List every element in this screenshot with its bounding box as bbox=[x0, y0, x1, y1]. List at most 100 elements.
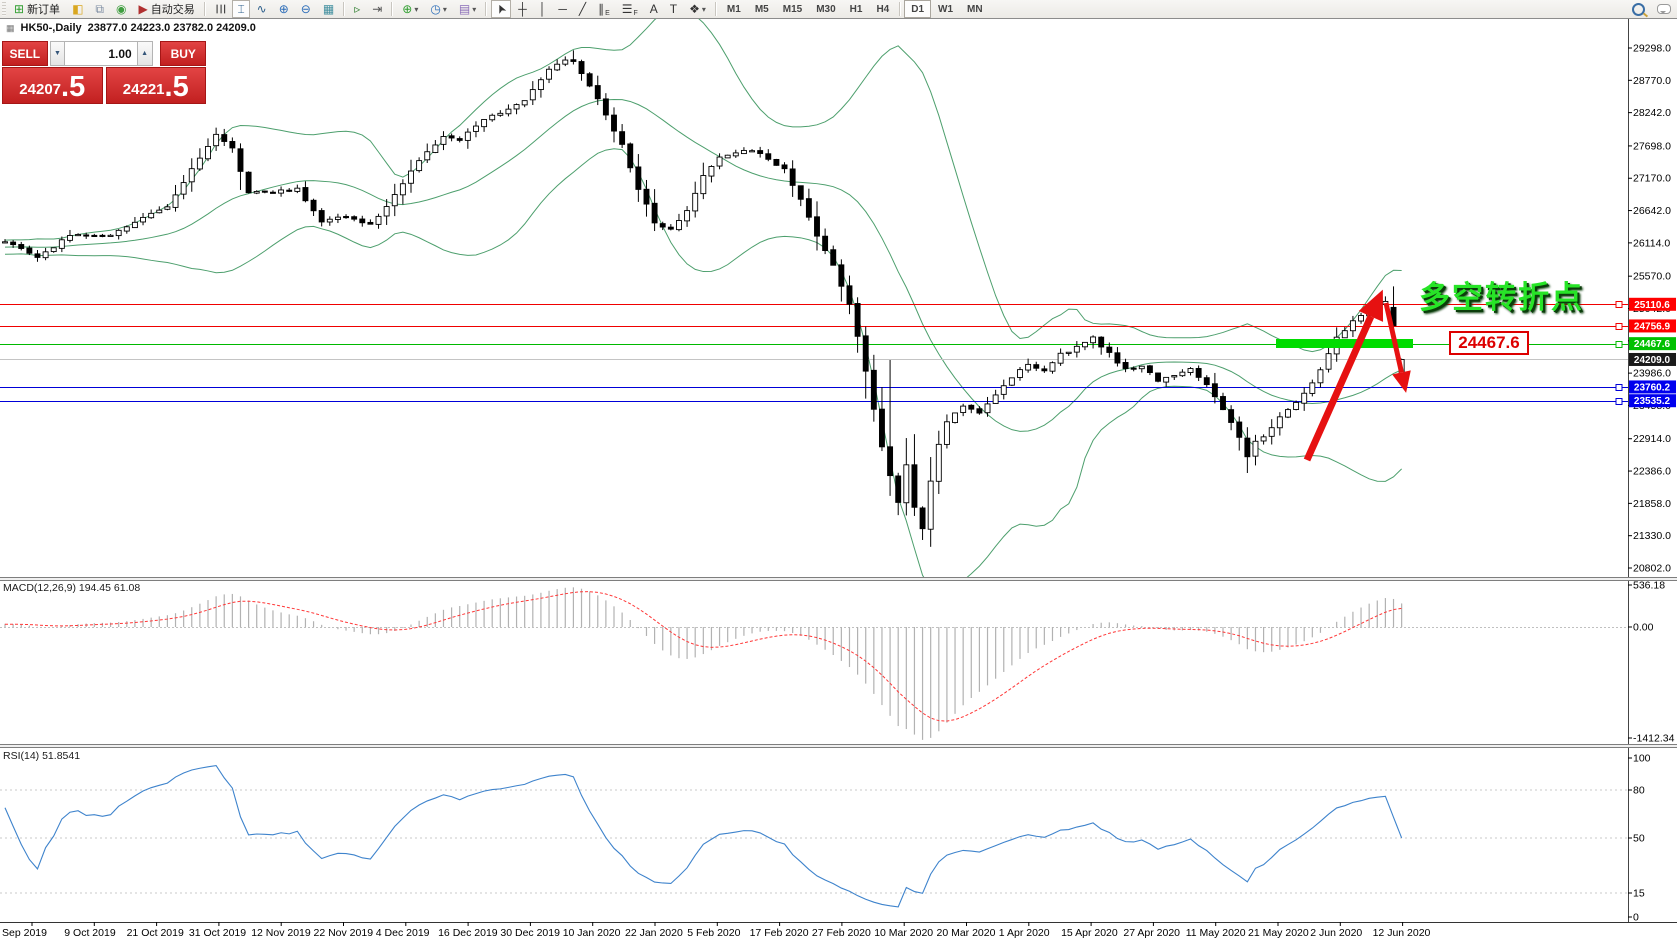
level-handle[interactable] bbox=[1615, 301, 1623, 308]
timeframe-h4-button[interactable]: H4 bbox=[876, 3, 890, 15]
candlestick-chart-button[interactable]: ⌶ bbox=[232, 0, 250, 18]
buy-price-frac: .5 bbox=[164, 71, 189, 103]
timeframe-m1-button[interactable]: M1 bbox=[726, 3, 741, 15]
timeframe-w1-button[interactable]: W1 bbox=[938, 3, 954, 15]
chart-shift-button[interactable]: ⇥ bbox=[367, 0, 387, 18]
horizontal-line-button[interactable]: ─ bbox=[553, 0, 572, 18]
new-order-icon: ⊞ bbox=[14, 2, 25, 16]
zoom-out-button[interactable]: ⊖ bbox=[296, 0, 316, 18]
price-tag[interactable]: 25110.6 bbox=[1629, 297, 1676, 311]
auto-scroll-button[interactable]: ▹ bbox=[349, 0, 365, 18]
rsi-axis-label: 0 bbox=[1633, 912, 1639, 924]
timeframe-m5-button[interactable]: M5 bbox=[754, 3, 769, 15]
chart-styles-button[interactable]: ◧ bbox=[67, 0, 88, 18]
sell-price-main: 24207 bbox=[19, 81, 62, 98]
dropdown-arrow-icon[interactable]: ▾ bbox=[442, 4, 447, 14]
buy-button[interactable]: BUY bbox=[160, 41, 207, 66]
arrows-button[interactable]: ❖ ▾ bbox=[684, 0, 711, 18]
search-icon[interactable] bbox=[1632, 2, 1645, 16]
fibonacci-button[interactable]: ☰ F bbox=[617, 0, 643, 18]
price-tag[interactable]: 23535.2 bbox=[1629, 394, 1676, 408]
price-tag[interactable]: 24756.9 bbox=[1629, 319, 1676, 333]
level-handle[interactable] bbox=[1615, 341, 1623, 348]
candles bbox=[2, 50, 1405, 547]
signals-icon: ◉ bbox=[115, 2, 127, 16]
toolbar-grip bbox=[2, 2, 6, 16]
date-axis-label: 21 Oct 2019 bbox=[127, 927, 184, 939]
sell-price-frac: .5 bbox=[61, 71, 86, 103]
annotation-turning-point-text[interactable]: 多空转折点 bbox=[1419, 280, 1584, 315]
macd-indicator-label: MACD(12,26,9) 194.45 61.08 bbox=[3, 582, 141, 594]
auto-trading-button[interactable]: ▶ 自动交易 bbox=[133, 0, 199, 18]
signals-button[interactable]: ◉ bbox=[111, 0, 131, 18]
dropdown-arrow-icon[interactable]: ▾ bbox=[472, 4, 477, 14]
bar-chart-button[interactable]: ☰ bbox=[210, 0, 231, 18]
trendline-button[interactable]: ╱ bbox=[574, 0, 591, 18]
date-axis-label: 21 May 2020 bbox=[1248, 927, 1309, 939]
templates-button[interactable]: ▤ ▾ bbox=[454, 0, 481, 18]
new-order-button[interactable]: ⊞ 新订单 bbox=[9, 0, 65, 18]
trendline-icon: ╱ bbox=[578, 2, 587, 16]
sell-button[interactable]: SELL bbox=[2, 41, 48, 66]
timeframe-d1-button[interactable]: D1 bbox=[904, 0, 932, 18]
timeframe-h1-button[interactable]: H1 bbox=[849, 3, 863, 15]
price-tag[interactable]: 24209.0 bbox=[1629, 352, 1676, 366]
bollinger-bands bbox=[4, 18, 1402, 577]
level-handle[interactable] bbox=[1615, 323, 1623, 330]
chat-icon[interactable] bbox=[1657, 4, 1671, 14]
cursor-button[interactable]: ➤ bbox=[491, 0, 512, 18]
equidistant-channel-button[interactable]: ∥ E bbox=[593, 0, 615, 18]
line-chart-button[interactable]: ∿ bbox=[252, 0, 272, 18]
crosshair-button[interactable]: ┼ bbox=[513, 0, 532, 18]
timeframe-m30-button[interactable]: M30 bbox=[816, 3, 836, 15]
price-axis-label: 29298.0 bbox=[1633, 43, 1671, 55]
volume-decrease-button[interactable]: ▼ bbox=[49, 41, 66, 66]
annotation-down-arrow[interactable] bbox=[1383, 302, 1411, 393]
level-handle[interactable] bbox=[1615, 384, 1623, 391]
zoom-in-button[interactable]: ⊕ bbox=[274, 0, 294, 18]
date-axis-label: 20 Mar 2020 bbox=[937, 927, 996, 939]
timeframe-mn-button[interactable]: MN bbox=[967, 3, 983, 15]
date-axis-label: 2 Jun 2020 bbox=[1310, 927, 1362, 939]
chart-window-icon: ▦ bbox=[6, 22, 15, 33]
auto-trading-icon: ▶ bbox=[138, 2, 148, 16]
buy-price-display[interactable]: 24221 .5 bbox=[105, 67, 206, 104]
annotation-price-label-box[interactable]: 24467.6 bbox=[1449, 331, 1529, 355]
price-axis-label: 21858.0 bbox=[1633, 498, 1671, 510]
macd-axis-label: -1412.34 bbox=[1633, 733, 1675, 745]
date-axis-label: 27 Feb 2020 bbox=[812, 927, 871, 939]
toolbar-separator bbox=[899, 2, 902, 16]
vertical-line-button[interactable]: │ bbox=[534, 0, 552, 18]
text-button[interactable]: A bbox=[645, 0, 663, 18]
profiles-button[interactable]: ⧉ bbox=[90, 0, 109, 18]
icon-subscript: F bbox=[633, 10, 638, 17]
dropdown-arrow-icon[interactable]: ▾ bbox=[414, 4, 419, 14]
annotation-up-arrow[interactable] bbox=[1303, 289, 1384, 462]
text-label-icon: T bbox=[669, 2, 678, 16]
date-axis-label: 1 Apr 2020 bbox=[999, 927, 1050, 939]
volume-increase-button[interactable]: ▲ bbox=[136, 41, 153, 66]
indicators-button[interactable]: ⊕ ▾ bbox=[397, 0, 423, 18]
price-axis-label: 28770.0 bbox=[1633, 75, 1671, 87]
toolbar-separator bbox=[391, 2, 394, 16]
date-axis-label: 10 Mar 2020 bbox=[874, 927, 933, 939]
price-tag[interactable]: 24467.6 bbox=[1629, 337, 1676, 351]
sell-price-display[interactable]: 24207 .5 bbox=[2, 67, 103, 104]
toolbar-separator bbox=[714, 2, 717, 16]
chart-title: ▦ HK50-,Daily 23877.0 24223.0 23782.0 24… bbox=[6, 22, 256, 34]
timeframe-m15-button[interactable]: M15 bbox=[782, 3, 803, 15]
price-axis-label: 26642.0 bbox=[1633, 205, 1671, 217]
annotation-highlight-bar[interactable] bbox=[1276, 339, 1413, 348]
tile-windows-button[interactable]: ▦ bbox=[318, 0, 339, 18]
periods-button[interactable]: ◷ ▾ bbox=[425, 0, 452, 18]
macd-signal-line bbox=[4, 591, 1402, 722]
text-label-button[interactable]: T bbox=[665, 0, 682, 18]
vertical-line-icon: │ bbox=[538, 2, 547, 16]
text-icon: A bbox=[649, 2, 658, 16]
price-tag[interactable]: 23760.2 bbox=[1629, 380, 1676, 394]
price-axis-label: 20802.0 bbox=[1633, 562, 1671, 574]
svg-text:23535.2: 23535.2 bbox=[1634, 396, 1671, 407]
dropdown-arrow-icon[interactable]: ▾ bbox=[701, 4, 706, 14]
volume-input[interactable]: 1.00 bbox=[65, 41, 137, 66]
level-handle[interactable] bbox=[1615, 398, 1623, 405]
